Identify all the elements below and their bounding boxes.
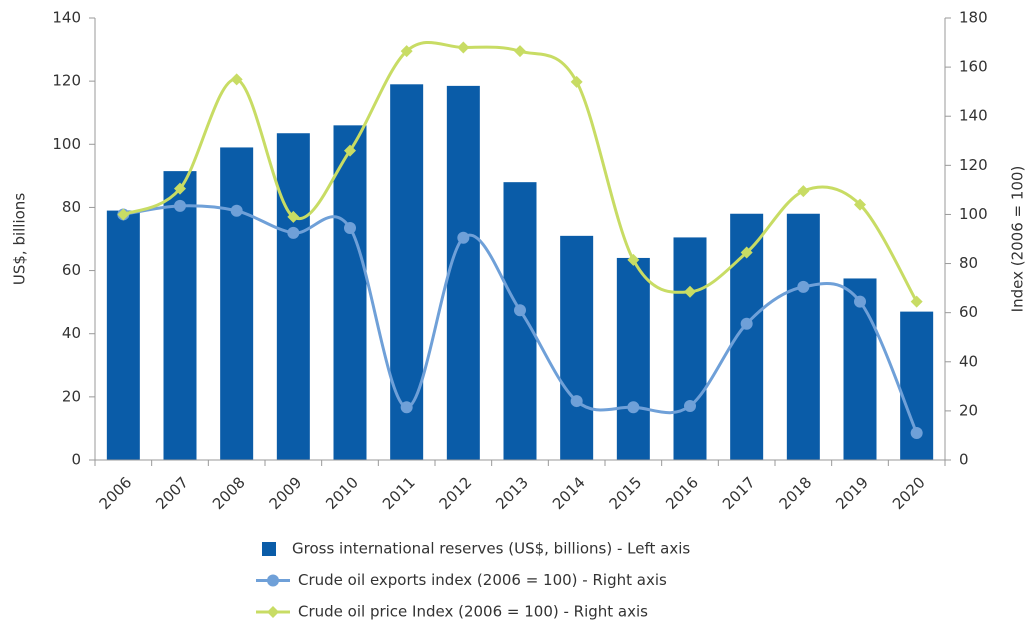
y2-tick-label: 0 (959, 451, 969, 469)
x-tick-label: 2016 (662, 473, 702, 513)
bar (106, 210, 140, 460)
marker (230, 73, 243, 86)
marker (174, 182, 186, 195)
marker (797, 185, 810, 198)
bar (276, 133, 310, 460)
y2-tick-label: 60 (959, 303, 978, 321)
x-tick-label: 2011 (379, 473, 419, 513)
marker (514, 45, 526, 58)
marker (684, 399, 696, 412)
marker (627, 401, 640, 414)
x-tick-label: 2019 (832, 473, 872, 513)
marker (344, 144, 356, 157)
y-tick-label: 80 (62, 198, 81, 216)
legend-swatch (262, 542, 276, 556)
bar (163, 171, 197, 460)
bar (503, 182, 537, 460)
y2-tick-label: 160 (959, 58, 988, 76)
marker (514, 304, 526, 317)
bar (673, 237, 707, 460)
marker (570, 395, 583, 408)
marker (854, 198, 866, 211)
marker (570, 75, 583, 88)
marker (457, 41, 470, 54)
bar (616, 257, 650, 460)
y-tick-label: 60 (62, 261, 81, 279)
marker (400, 401, 413, 414)
y2-tick-label: 180 (959, 9, 988, 27)
marker (740, 246, 753, 259)
x-tick-label: 2010 (322, 473, 362, 513)
y2-tick-label: 140 (959, 107, 988, 125)
marker (287, 226, 300, 239)
marker (910, 426, 923, 439)
y-tick-label: 40 (62, 324, 81, 342)
x-tick-label: 2020 (889, 473, 929, 513)
marker (117, 208, 130, 221)
y-tick-label: 20 (62, 387, 81, 405)
marker (344, 221, 356, 234)
marker (287, 210, 300, 223)
legend-label: Crude oil price Index (2006 = 100) - Rig… (298, 603, 648, 621)
marker (684, 285, 696, 298)
bar (843, 278, 877, 460)
bar (560, 235, 594, 460)
marker (457, 231, 470, 244)
x-tick-label: 2014 (549, 473, 589, 513)
legend-label: Crude oil exports index (2006 = 100) - R… (298, 571, 667, 589)
marker (740, 317, 753, 330)
y-tick-label: 140 (52, 9, 81, 27)
x-tick-label: 2017 (719, 473, 759, 513)
y-tick-label: 100 (52, 135, 81, 153)
legend-marker (267, 606, 279, 618)
x-tick-label: 2006 (96, 473, 136, 513)
marker (854, 295, 866, 308)
x-tick-label: 2015 (606, 473, 646, 513)
y2-tick-label: 40 (959, 352, 978, 370)
x-tick-label: 2008 (209, 473, 249, 513)
marker (627, 253, 640, 266)
y-axis-label: US$, billions (11, 193, 29, 285)
y-tick-label: 0 (71, 451, 81, 469)
y2-tick-label: 100 (959, 205, 988, 223)
y2-tick-label: 20 (959, 401, 978, 419)
legend-label: Gross international reserves (US$, billi… (292, 540, 690, 558)
bar (786, 213, 820, 460)
marker (910, 295, 923, 308)
marker (230, 204, 243, 217)
bar (333, 125, 367, 460)
marker (797, 280, 810, 293)
bar (390, 84, 424, 461)
legend-marker (267, 574, 279, 587)
x-tick-label: 2007 (152, 473, 192, 513)
marker (174, 199, 186, 212)
y2-tick-label: 80 (959, 254, 978, 272)
x-tick-label: 2009 (266, 473, 306, 513)
x-tick-label: 2012 (436, 473, 476, 513)
x-tick-label: 2018 (776, 473, 816, 513)
y-tick-label: 120 (52, 72, 81, 90)
bar (220, 147, 254, 460)
marker (400, 45, 413, 58)
y2-axis-label: Index (2006 = 100) (1009, 166, 1027, 313)
y2-tick-label: 120 (959, 156, 988, 174)
bar (446, 85, 480, 460)
x-tick-label: 2013 (492, 473, 532, 513)
